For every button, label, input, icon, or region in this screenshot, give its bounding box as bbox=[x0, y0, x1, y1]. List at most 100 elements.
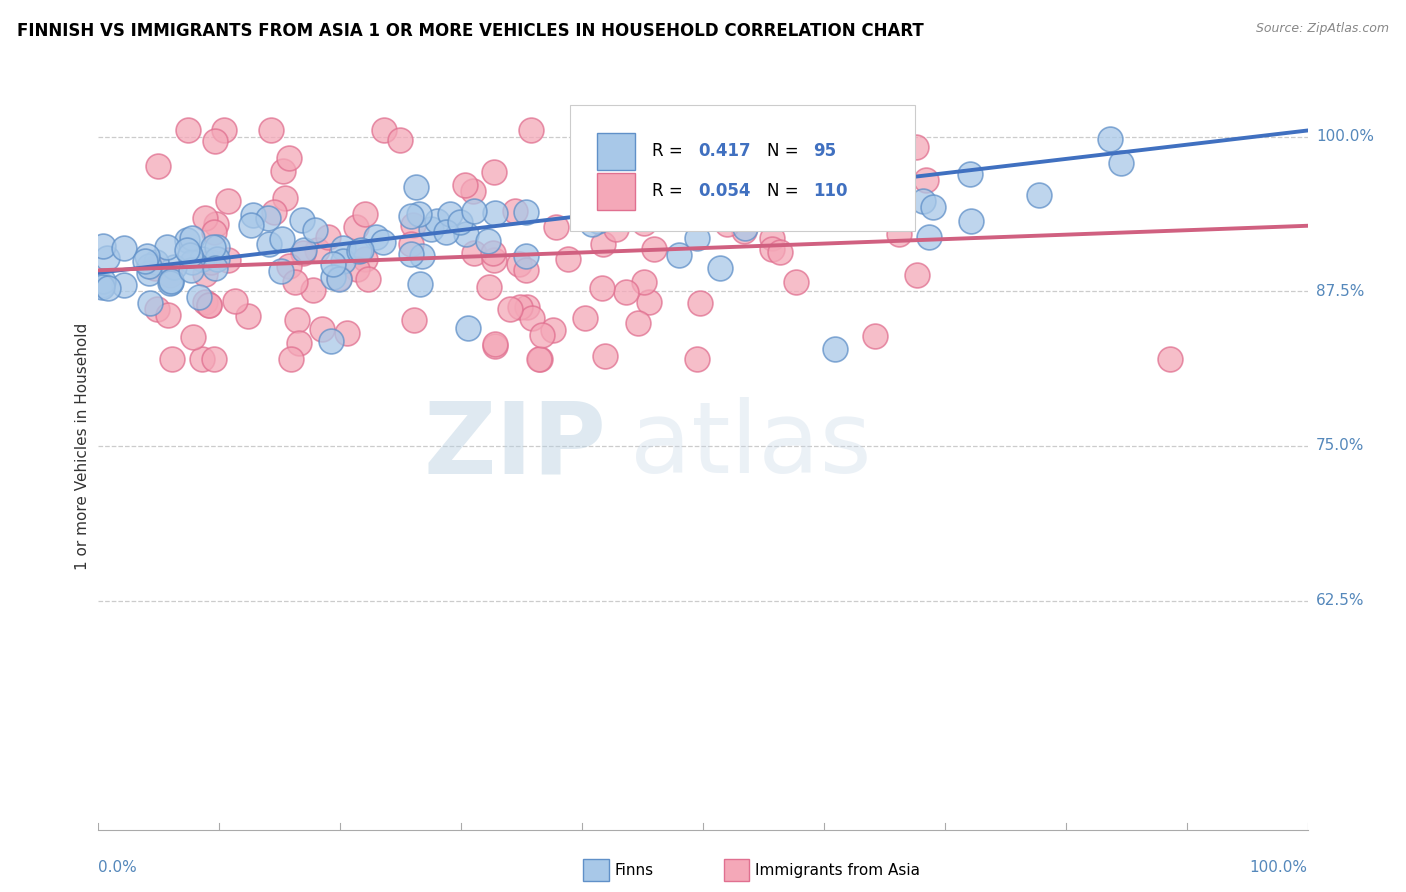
Point bbox=[292, 243, 315, 257]
Point bbox=[716, 217, 738, 231]
Point bbox=[734, 224, 756, 238]
Point bbox=[1109, 156, 1132, 170]
Point bbox=[156, 309, 179, 323]
Point bbox=[557, 252, 579, 266]
Point bbox=[328, 271, 350, 285]
Point bbox=[288, 336, 311, 351]
Point bbox=[515, 204, 537, 219]
Point bbox=[307, 243, 329, 257]
Point bbox=[357, 271, 380, 285]
Point bbox=[188, 290, 211, 304]
Text: N =: N = bbox=[768, 143, 804, 161]
Point bbox=[637, 162, 659, 177]
Text: 95: 95 bbox=[813, 143, 837, 161]
Point bbox=[257, 211, 280, 226]
Point bbox=[1159, 352, 1181, 367]
Text: N =: N = bbox=[768, 182, 804, 201]
Point bbox=[959, 167, 981, 181]
Point bbox=[668, 248, 690, 262]
Y-axis label: 1 or more Vehicles in Household: 1 or more Vehicles in Household bbox=[75, 322, 90, 570]
Point bbox=[508, 258, 530, 272]
Point bbox=[201, 239, 224, 253]
Point bbox=[574, 311, 596, 326]
Point bbox=[592, 236, 614, 251]
Point bbox=[240, 218, 263, 232]
Point bbox=[761, 230, 783, 244]
Point bbox=[456, 227, 478, 241]
Point bbox=[450, 215, 472, 229]
Point bbox=[714, 194, 737, 209]
Point bbox=[180, 262, 202, 277]
Point bbox=[724, 192, 747, 206]
Point bbox=[346, 261, 368, 276]
Point bbox=[90, 280, 112, 294]
Point bbox=[193, 267, 215, 281]
Point bbox=[405, 179, 427, 194]
Text: R =: R = bbox=[652, 182, 688, 201]
Point bbox=[785, 275, 807, 289]
FancyBboxPatch shape bbox=[569, 104, 915, 231]
Point bbox=[181, 330, 204, 344]
Point bbox=[271, 232, 294, 246]
Point bbox=[628, 208, 651, 222]
Point bbox=[205, 240, 228, 254]
Point bbox=[484, 337, 506, 351]
Text: 62.5%: 62.5% bbox=[1316, 593, 1364, 608]
Point bbox=[918, 229, 941, 244]
Point bbox=[509, 300, 531, 314]
Point bbox=[734, 128, 756, 143]
Point bbox=[322, 270, 344, 285]
Point bbox=[515, 262, 537, 277]
Point bbox=[761, 242, 783, 256]
Point bbox=[575, 179, 598, 194]
Point bbox=[426, 214, 449, 228]
Point bbox=[728, 198, 751, 212]
Point bbox=[160, 352, 183, 367]
Point bbox=[844, 192, 866, 206]
Point bbox=[915, 173, 938, 187]
Point bbox=[402, 219, 425, 233]
Point bbox=[354, 207, 377, 221]
Text: 100.0%: 100.0% bbox=[1316, 129, 1374, 145]
Point bbox=[257, 236, 280, 251]
Point bbox=[304, 223, 326, 237]
Point bbox=[138, 266, 160, 280]
Point bbox=[242, 208, 264, 222]
Point bbox=[332, 242, 354, 256]
Point bbox=[364, 230, 387, 244]
Point bbox=[91, 239, 114, 253]
Point bbox=[214, 123, 236, 137]
Point bbox=[686, 352, 709, 367]
Point bbox=[461, 184, 484, 198]
Point bbox=[217, 194, 239, 208]
Point bbox=[420, 221, 443, 235]
Point bbox=[176, 123, 198, 137]
Point bbox=[319, 334, 342, 348]
Text: Source: ZipAtlas.com: Source: ZipAtlas.com bbox=[1256, 22, 1389, 36]
Point bbox=[159, 268, 181, 283]
Point bbox=[205, 252, 228, 267]
Point bbox=[520, 123, 543, 137]
Point bbox=[402, 313, 425, 327]
Point bbox=[91, 277, 114, 292]
FancyBboxPatch shape bbox=[596, 133, 636, 169]
Point bbox=[827, 160, 849, 174]
Point bbox=[1028, 187, 1050, 202]
Point bbox=[202, 352, 225, 367]
Point bbox=[332, 254, 354, 268]
Point bbox=[734, 220, 756, 235]
Point bbox=[887, 227, 910, 242]
Text: FINNISH VS IMMIGRANTS FROM ASIA 1 OR MORE VEHICLES IN HOUSEHOLD CORRELATION CHAR: FINNISH VS IMMIGRANTS FROM ASIA 1 OR MOR… bbox=[17, 22, 924, 40]
Point bbox=[347, 244, 370, 258]
Point bbox=[686, 231, 709, 245]
Text: 110: 110 bbox=[813, 182, 848, 201]
Point bbox=[96, 251, 118, 265]
Point bbox=[179, 248, 201, 262]
Point bbox=[311, 322, 333, 336]
Point bbox=[278, 259, 301, 273]
Point bbox=[911, 194, 934, 208]
Point bbox=[159, 276, 181, 290]
Point bbox=[217, 253, 239, 268]
Point bbox=[143, 260, 166, 275]
Point bbox=[484, 206, 506, 220]
